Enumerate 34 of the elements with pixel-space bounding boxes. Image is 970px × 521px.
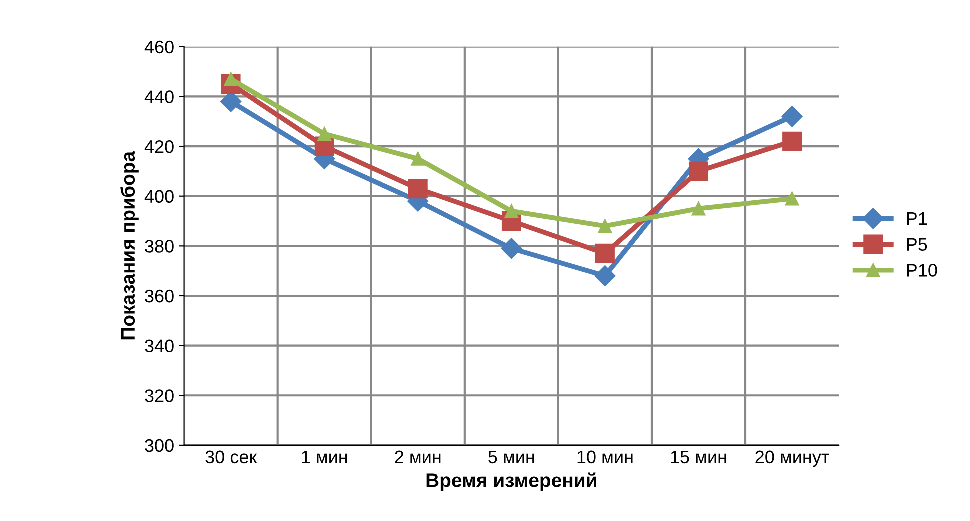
x-tick-label: 15 мин [671, 450, 726, 464]
y-tick-label: 460 [144, 40, 174, 54]
x-tick-label: 5 мин [488, 450, 534, 464]
point [692, 202, 706, 216]
legend-label: P1 [907, 212, 928, 225]
legend-label: P10 [907, 264, 938, 277]
x-tick-label: 1 мин [302, 450, 348, 464]
y-tick-label: 380 [145, 240, 174, 253]
y-tick-label: 300 [145, 439, 174, 452]
point [598, 219, 612, 234]
y-tick-label: 420 [144, 140, 174, 154]
point [408, 179, 428, 199]
point [785, 192, 800, 206]
y-axis-title: Показания прибора [120, 151, 139, 340]
point [782, 106, 803, 128]
x-tick-label: 2 мин [395, 450, 441, 464]
point [504, 204, 519, 218]
x-tick-label: 10 мин [578, 450, 633, 464]
point [782, 132, 802, 152]
point [501, 238, 522, 260]
point [689, 162, 708, 182]
point [594, 266, 616, 287]
y-tick-label: 400 [144, 190, 174, 204]
x-axis-title: Время измерений [426, 472, 596, 492]
y-tick-label: 320 [145, 390, 174, 402]
y-tick-label: 360 [145, 290, 174, 303]
legend-label: P5 [907, 238, 928, 252]
x-tick-label: 30 сек [206, 450, 258, 464]
point [318, 127, 332, 142]
y-tick-label: 440 [144, 90, 174, 104]
y-tick-label: 340 [145, 340, 174, 353]
x-tick-label: 20 минут [756, 450, 830, 468]
point [595, 244, 615, 264]
point [411, 152, 426, 166]
